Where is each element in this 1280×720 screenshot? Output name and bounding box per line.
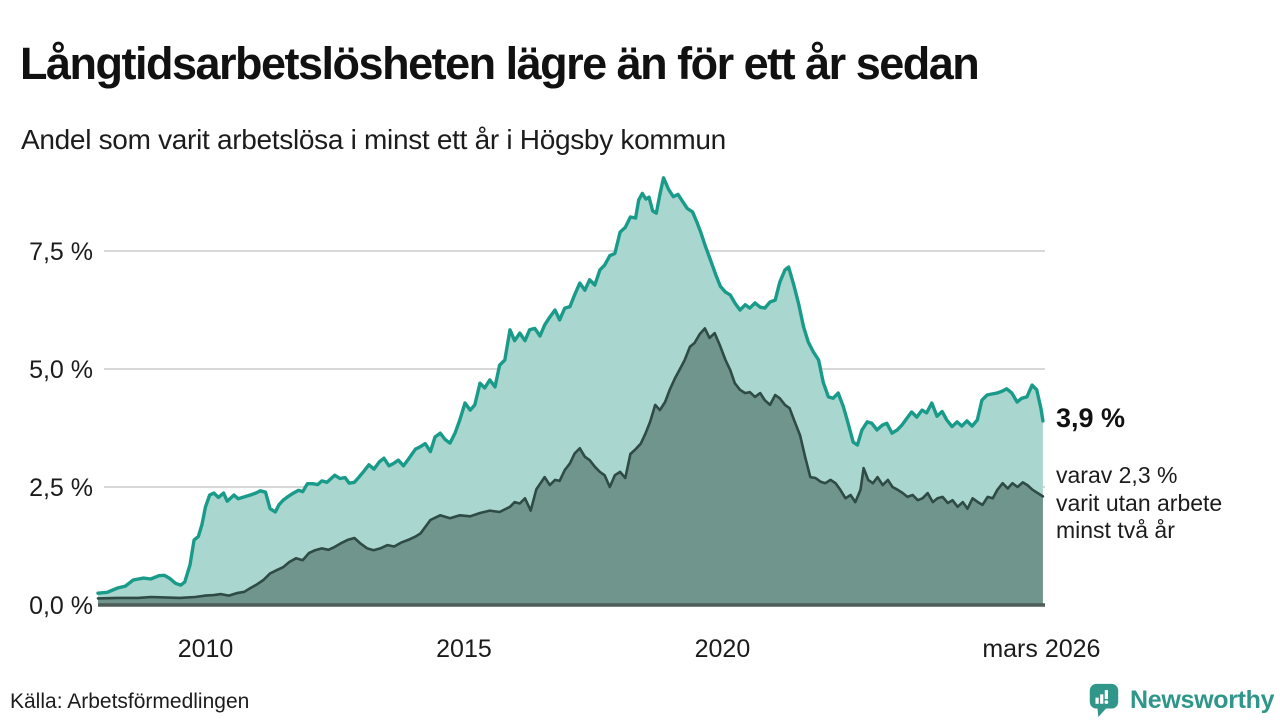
end-value-note-line: varit utan arbete (1056, 489, 1223, 516)
end-value-note-line: minst två år (1056, 517, 1175, 543)
line-minst-tva-ar (96, 327, 1045, 600)
x-tick-label: 2010 (178, 635, 234, 663)
y-tick-label: 7,5 % (29, 238, 93, 266)
logo-bubble-tail (1097, 707, 1107, 718)
end-value-note-line: varav 2,3 % (1056, 462, 1178, 488)
logo-exclamation-dot-icon (1104, 700, 1109, 704)
logo-bar-icon (1095, 697, 1099, 704)
y-tick-label: 0,0 % (29, 592, 93, 620)
y-tick-label: 2,5 % (29, 474, 93, 502)
logo-bar-icon (1100, 694, 1104, 704)
chart-subtitle: Andel som varit arbetslösa i minst ett å… (21, 124, 726, 155)
logo-bubble-shape (1089, 683, 1119, 709)
brand-wordmark: Newsworthy (1130, 685, 1275, 714)
end-value-note: varav 2,3 % varit utan arbete minst två … (1056, 462, 1222, 545)
x-tick-label: 2020 (695, 635, 751, 663)
x-tick-label: mars 2026 (982, 635, 1100, 663)
newsworthy-bubble-icon (1089, 683, 1119, 718)
page-title: Långtidsarbetslösheten lägre än för ett … (20, 38, 980, 90)
newsworthy-logo[interactable]: Newsworthy (1086, 681, 1275, 719)
y-tick-label: 5,0 % (29, 356, 93, 384)
line-minst-ett-ar (96, 176, 1045, 595)
logo-exclamation-stem-icon (1104, 690, 1108, 700)
end-value-label: 3,9 % (1056, 403, 1126, 433)
area-minst-tva-ar (98, 328, 1043, 605)
source-text: Källa: Arbetsförmedlingen (10, 690, 250, 713)
x-tick-label: 2015 (436, 635, 492, 663)
